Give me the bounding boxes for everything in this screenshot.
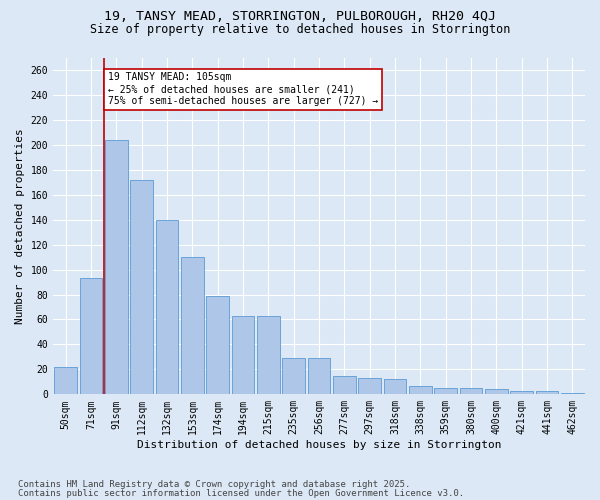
Y-axis label: Number of detached properties: Number of detached properties xyxy=(15,128,25,324)
Bar xyxy=(358,378,381,394)
X-axis label: Distribution of detached houses by size in Storrington: Distribution of detached houses by size … xyxy=(137,440,501,450)
Bar xyxy=(561,393,584,394)
Text: Contains HM Land Registry data © Crown copyright and database right 2025.: Contains HM Land Registry data © Crown c… xyxy=(18,480,410,489)
Bar xyxy=(510,390,533,394)
Bar xyxy=(308,358,331,395)
Bar xyxy=(130,180,153,394)
Bar xyxy=(485,390,508,394)
Bar xyxy=(181,257,204,394)
Bar xyxy=(105,140,128,394)
Text: 19 TANSY MEAD: 105sqm
← 25% of detached houses are smaller (241)
75% of semi-det: 19 TANSY MEAD: 105sqm ← 25% of detached … xyxy=(107,72,378,106)
Text: Contains public sector information licensed under the Open Government Licence v3: Contains public sector information licen… xyxy=(18,489,464,498)
Bar xyxy=(333,376,356,394)
Bar xyxy=(206,296,229,394)
Bar xyxy=(282,358,305,395)
Bar xyxy=(536,390,559,394)
Bar xyxy=(155,220,178,394)
Bar xyxy=(434,388,457,394)
Bar xyxy=(232,316,254,394)
Text: 19, TANSY MEAD, STORRINGTON, PULBOROUGH, RH20 4QJ: 19, TANSY MEAD, STORRINGTON, PULBOROUGH,… xyxy=(104,10,496,23)
Text: Size of property relative to detached houses in Storrington: Size of property relative to detached ho… xyxy=(90,22,510,36)
Bar xyxy=(257,316,280,394)
Bar xyxy=(460,388,482,394)
Bar xyxy=(55,367,77,394)
Bar xyxy=(383,380,406,394)
Bar xyxy=(409,386,432,394)
Bar xyxy=(80,278,103,394)
